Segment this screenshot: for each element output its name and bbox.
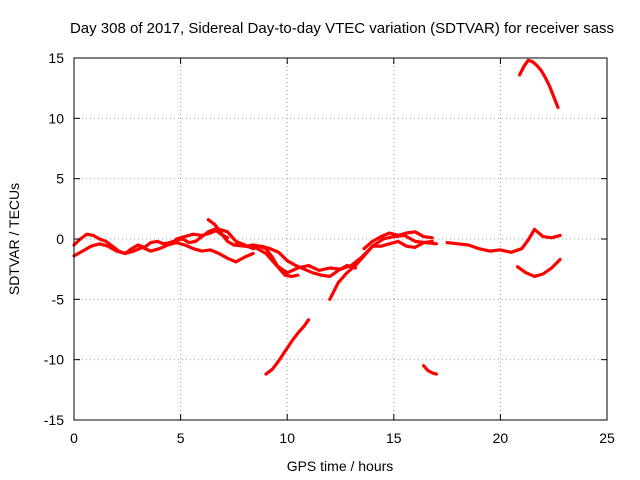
x-tick-label: 15 [386,430,402,446]
series-line-s6 [328,239,434,301]
series-line-s7 [362,230,434,251]
y-tick-label: -15 [44,412,64,428]
x-tick-label: 20 [493,430,509,446]
series-line-s2 [72,241,255,264]
x-tick-label: 0 [70,430,78,446]
y-axis-label: SDTVAR / TECUs [6,183,22,295]
series-line-s4 [206,218,300,278]
series-line-s5 [232,233,438,275]
y-tick-label: -5 [52,291,65,307]
x-tick-label: 25 [599,430,615,446]
chart-title: Day 308 of 2017, Sidereal Day-to-day VTE… [70,20,614,37]
y-tick-label: 0 [56,231,64,247]
series-line-s10 [518,58,560,110]
grid-layer [74,58,607,420]
x-axis-label: GPS time / hours [287,458,394,474]
series-line-s9 [515,257,562,278]
tick-layer: 0 5 10 15 20 25 -15 -10 -5 0 5 10 15 [44,50,615,446]
y-tick-label: 10 [48,110,64,126]
series-line-s8 [445,227,562,254]
y-tick-label: 15 [48,50,64,66]
series-line-s11 [264,318,311,376]
x-tick-label: 5 [177,430,185,446]
series-line-s12 [422,364,438,376]
y-tick-label: 5 [56,171,64,187]
series-layer [72,58,562,376]
x-tick-label: 10 [279,430,295,446]
y-tick-label: -10 [44,352,64,368]
